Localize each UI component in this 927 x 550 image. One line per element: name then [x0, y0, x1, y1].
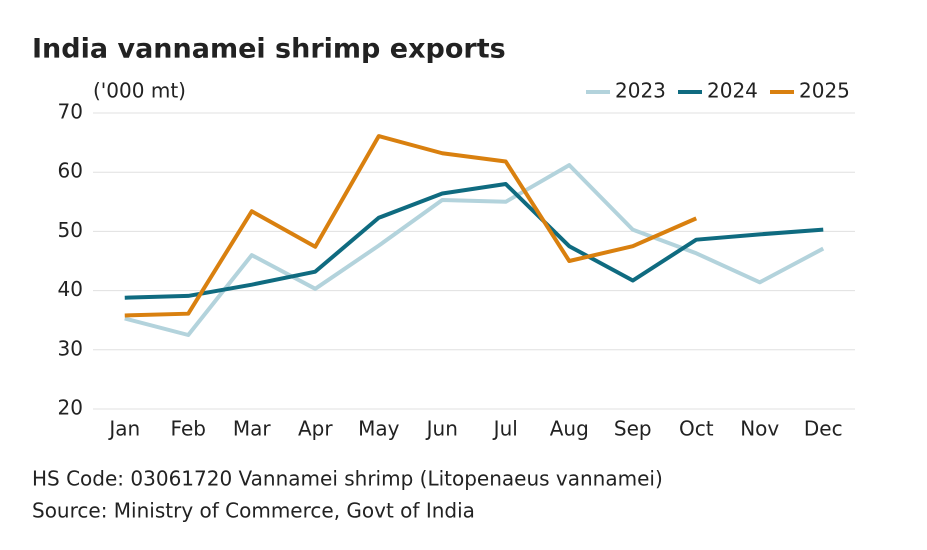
source: Source: Ministry of Commerce, Govt of In…	[32, 499, 475, 523]
x-tick-label: Feb	[171, 417, 206, 441]
series-line	[124, 134, 698, 318]
x-tick-label: Apr	[298, 417, 333, 441]
legend-label: 2023	[615, 79, 666, 103]
x-tick-label: Jun	[425, 417, 458, 441]
x-tick-label: Jul	[492, 417, 518, 441]
x-tick-label: May	[358, 417, 400, 441]
x-tick-label: Sep	[614, 417, 652, 441]
y-tick-label: 40	[58, 277, 83, 301]
y-axis-label: ('000 mt)	[93, 79, 186, 103]
x-tick-label: Dec	[804, 417, 843, 441]
x-tick-label: Jan	[107, 417, 140, 441]
x-tick-label: Mar	[233, 417, 272, 441]
y-tick-label: 60	[58, 159, 83, 183]
legend-label: 2025	[799, 79, 850, 103]
y-tick-label: 20	[58, 396, 83, 420]
x-tick-label: Aug	[550, 417, 589, 441]
series-line	[124, 163, 825, 337]
note: HS Code: 03061720 Vannamei shrimp (Litop…	[32, 467, 663, 491]
y-tick-label: 30	[58, 336, 83, 360]
chart-title: India vannamei shrimp exports	[32, 34, 506, 65]
series-line	[124, 182, 824, 300]
x-tick-label: Oct	[679, 417, 714, 441]
x-tick-label: Nov	[740, 417, 779, 441]
y-tick-label: 50	[58, 218, 83, 242]
legend-label: 2024	[707, 79, 758, 103]
y-tick-label: 70	[58, 100, 83, 124]
